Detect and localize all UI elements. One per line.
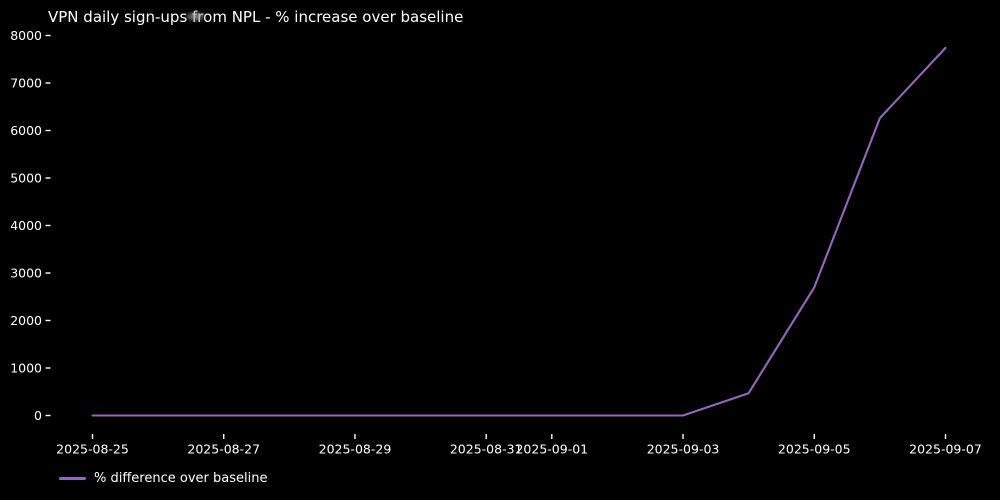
x-tick-label: 2025-09-01 xyxy=(515,441,588,456)
x-tick-label: 2025-09-03 xyxy=(647,441,720,456)
y-tick-label: 3000 xyxy=(10,265,42,280)
x-tick-label: 2025-09-07 xyxy=(909,441,982,456)
x-tick-label: 2025-08-31 xyxy=(450,441,523,456)
y-tick-label: 0 xyxy=(34,408,42,423)
y-tick-label: 8000 xyxy=(10,28,42,43)
y-tick-label: 5000 xyxy=(10,170,42,185)
legend-label: % difference over baseline xyxy=(94,471,268,486)
y-tick-label: 1000 xyxy=(10,360,42,375)
y-tick-label: 2000 xyxy=(10,313,42,328)
data-line-series xyxy=(91,46,947,417)
y-tick-label: 7000 xyxy=(10,75,42,90)
y-tick-label: 4000 xyxy=(10,218,42,233)
legend: % difference over baseline xyxy=(59,471,267,486)
x-tick-label: 2025-08-25 xyxy=(56,441,129,456)
legend-line-swatch xyxy=(59,477,86,480)
chart-title: VPN daily sign-ups from NPL - % increase… xyxy=(48,8,464,26)
y-tick-label: 6000 xyxy=(10,123,42,138)
x-tick-label: 2025-09-05 xyxy=(778,441,851,456)
x-tick-label: 2025-08-29 xyxy=(319,441,392,456)
x-tick-label: 2025-08-27 xyxy=(187,441,260,456)
